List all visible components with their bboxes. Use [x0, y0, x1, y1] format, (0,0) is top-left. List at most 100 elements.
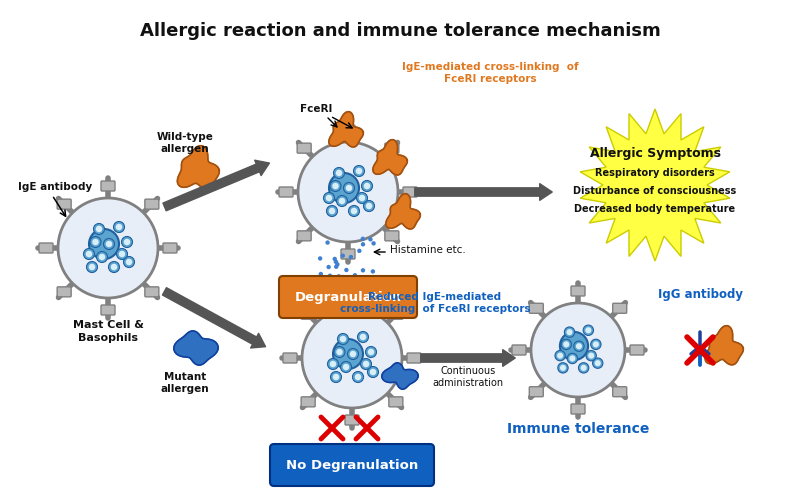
FancyBboxPatch shape	[630, 345, 644, 355]
Circle shape	[122, 236, 133, 248]
Polygon shape	[174, 331, 218, 365]
Polygon shape	[382, 363, 418, 389]
Circle shape	[576, 343, 582, 349]
FancyBboxPatch shape	[407, 353, 421, 363]
FancyBboxPatch shape	[57, 199, 71, 209]
Text: Degranulation: Degranulation	[294, 292, 402, 304]
Circle shape	[350, 208, 358, 214]
FancyBboxPatch shape	[385, 143, 399, 153]
FancyBboxPatch shape	[345, 291, 359, 301]
Circle shape	[586, 350, 596, 361]
Circle shape	[58, 198, 158, 298]
Circle shape	[89, 229, 119, 259]
Circle shape	[581, 365, 586, 371]
Text: Mutant
allergen: Mutant allergen	[161, 372, 210, 394]
Circle shape	[94, 224, 105, 234]
Circle shape	[560, 332, 588, 360]
Circle shape	[336, 349, 342, 355]
Circle shape	[333, 256, 337, 261]
Circle shape	[109, 262, 119, 272]
Text: Mast Cell &
Basophils: Mast Cell & Basophils	[73, 320, 143, 343]
Circle shape	[362, 361, 370, 367]
Circle shape	[318, 256, 322, 260]
FancyBboxPatch shape	[279, 276, 417, 318]
Circle shape	[347, 348, 358, 360]
FancyBboxPatch shape	[530, 386, 543, 396]
Circle shape	[334, 168, 345, 178]
FancyBboxPatch shape	[145, 287, 159, 297]
FancyBboxPatch shape	[57, 287, 71, 297]
Circle shape	[570, 356, 575, 362]
Circle shape	[86, 262, 98, 272]
Circle shape	[342, 364, 350, 370]
Text: Immune tolerance: Immune tolerance	[507, 422, 649, 436]
Text: Disturbance of consciousness: Disturbance of consciousness	[574, 186, 737, 196]
Circle shape	[326, 194, 332, 201]
Circle shape	[358, 332, 369, 342]
Circle shape	[318, 272, 323, 276]
Circle shape	[106, 241, 112, 247]
Circle shape	[555, 350, 566, 361]
FancyBboxPatch shape	[301, 397, 315, 407]
Circle shape	[567, 354, 578, 364]
Circle shape	[364, 182, 370, 189]
Polygon shape	[329, 112, 363, 147]
Circle shape	[326, 265, 331, 269]
Circle shape	[298, 142, 398, 242]
Polygon shape	[386, 194, 420, 229]
Circle shape	[366, 346, 377, 358]
FancyBboxPatch shape	[385, 231, 399, 241]
Text: Allergic reaction and immune tolerance mechanism: Allergic reaction and immune tolerance m…	[140, 22, 660, 40]
Text: IgE-mediated cross-linking  of
FceRI receptors: IgE-mediated cross-linking of FceRI rece…	[402, 62, 578, 84]
FancyBboxPatch shape	[341, 249, 355, 259]
Circle shape	[110, 264, 118, 270]
Circle shape	[349, 255, 353, 259]
Text: IgG antibody: IgG antibody	[658, 288, 742, 301]
FancyBboxPatch shape	[283, 353, 297, 363]
Circle shape	[334, 264, 338, 269]
Circle shape	[323, 192, 334, 203]
FancyBboxPatch shape	[512, 345, 526, 355]
Text: Reduced IgE-mediated
cross-linking  of FceRI receptors: Reduced IgE-mediated cross-linking of Fc…	[340, 292, 530, 314]
FancyBboxPatch shape	[297, 231, 311, 241]
Circle shape	[337, 196, 347, 206]
Circle shape	[349, 206, 359, 216]
Circle shape	[563, 342, 570, 347]
Circle shape	[330, 180, 341, 192]
Circle shape	[361, 236, 365, 241]
Circle shape	[370, 369, 376, 375]
Text: Histamine etc.: Histamine etc.	[390, 245, 466, 255]
FancyBboxPatch shape	[571, 404, 585, 414]
Circle shape	[86, 251, 92, 257]
Circle shape	[366, 203, 372, 209]
Polygon shape	[178, 146, 219, 188]
Circle shape	[124, 239, 130, 245]
FancyBboxPatch shape	[145, 199, 159, 209]
Circle shape	[343, 182, 354, 194]
Text: Allergic Symptoms: Allergic Symptoms	[590, 146, 721, 160]
Circle shape	[337, 274, 341, 278]
Circle shape	[353, 273, 357, 278]
Circle shape	[586, 327, 591, 334]
Circle shape	[560, 365, 566, 371]
Circle shape	[341, 362, 351, 372]
Circle shape	[354, 374, 362, 380]
Circle shape	[566, 329, 573, 335]
FancyBboxPatch shape	[613, 386, 626, 396]
Circle shape	[98, 254, 106, 260]
Circle shape	[332, 182, 338, 189]
Circle shape	[329, 173, 359, 203]
Text: Continuous
administration: Continuous administration	[433, 366, 503, 388]
Text: Respiratory disorders: Respiratory disorders	[595, 168, 715, 178]
Circle shape	[558, 362, 568, 373]
Circle shape	[357, 192, 367, 203]
Circle shape	[590, 339, 601, 349]
Circle shape	[97, 252, 107, 262]
Circle shape	[335, 262, 339, 266]
FancyBboxPatch shape	[571, 286, 585, 296]
Circle shape	[340, 336, 346, 342]
Circle shape	[92, 239, 98, 245]
Circle shape	[327, 358, 338, 370]
Circle shape	[361, 242, 366, 246]
Circle shape	[96, 226, 102, 232]
